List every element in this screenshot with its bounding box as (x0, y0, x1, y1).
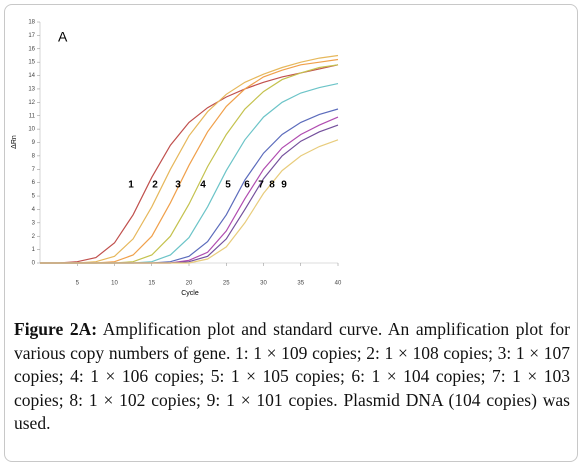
chart: A Cycle ΔRn 0123456789101112131415161718… (11, 20, 342, 297)
x-tick-label: 30 (260, 281, 267, 287)
curve-label: 2 (152, 180, 158, 191)
amplification-curve (40, 139, 339, 264)
y-tick-label: 2 (32, 234, 36, 240)
curve-label: 9 (281, 180, 287, 191)
x-tick-label: 15 (148, 281, 155, 287)
amplification-curve (40, 124, 339, 264)
curve-label: 8 (269, 180, 275, 191)
x-tick-label: 20 (186, 281, 193, 287)
y-axis-title: ΔRn (11, 135, 18, 149)
y-tick-label: 15 (28, 60, 35, 66)
y-tick-label: 11 (29, 113, 36, 119)
amplification-curve (40, 64, 339, 264)
amplification-curve (40, 116, 339, 264)
figure-box (4, 4, 578, 462)
curve-label: 4 (200, 180, 206, 191)
amplification-curve (40, 54, 339, 264)
y-tick-label: 6 (32, 180, 36, 186)
y-tick-label: 0 (32, 261, 36, 267)
y-tick-label: 8 (32, 153, 36, 159)
y-tick-label: 14 (28, 73, 35, 79)
curve-label: 1 (128, 180, 134, 191)
x-tick-label: 5 (76, 281, 80, 287)
y-tick-label: 10 (28, 127, 35, 133)
curve-label: 3 (175, 180, 181, 191)
y-tick-label: 18 (28, 20, 35, 26)
x-tick-label: 10 (111, 281, 118, 287)
caption-label: Figure 2A: (14, 319, 98, 339)
y-tick-label: 17 (28, 33, 35, 39)
y-tick-label: 1 (32, 247, 36, 253)
x-axis-title: Cycle (181, 290, 199, 297)
caption-text: Amplification plot and standard curve. A… (14, 319, 570, 433)
caption: Figure 2A: Amplification plot and standa… (14, 318, 570, 436)
panel-label: A (58, 29, 68, 45)
y-tick-label: 16 (28, 46, 35, 52)
amplification-curve (40, 108, 339, 264)
curve-label: 5 (225, 180, 231, 191)
y-tick-label: 13 (28, 87, 35, 93)
amplification-curve (40, 83, 339, 264)
y-tick-label: 12 (28, 100, 35, 106)
curve-label: 6 (244, 180, 250, 191)
x-tick-label: 35 (297, 281, 304, 287)
y-tick-label: 9 (32, 140, 36, 146)
y-tick-label: 7 (32, 167, 36, 173)
curve-label: 7 (258, 180, 264, 191)
y-tick-label: 4 (32, 207, 36, 213)
y-tick-label: 5 (32, 194, 36, 200)
y-tick-label: 3 (32, 220, 36, 226)
amplification-curve (40, 64, 339, 264)
x-tick-label: 40 (335, 281, 342, 287)
x-tick-label: 25 (223, 281, 230, 287)
